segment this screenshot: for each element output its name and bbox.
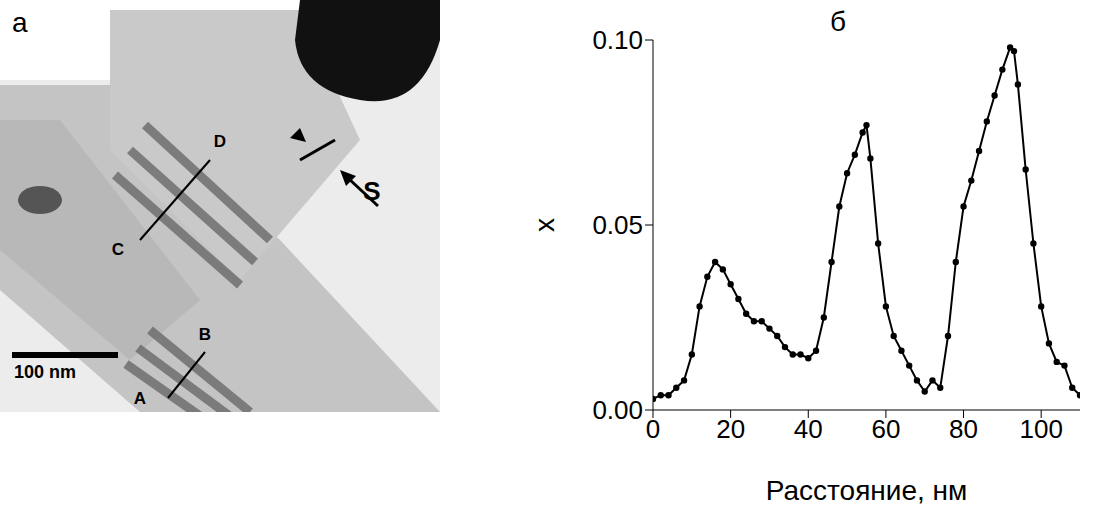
svg-text:x: x [530, 218, 560, 232]
svg-text:0.00: 0.00 [592, 395, 643, 425]
svg-text:0: 0 [646, 414, 660, 444]
svg-text:A: A [134, 389, 146, 408]
svg-text:Расстояние, нм: Расстояние, нм [766, 475, 968, 506]
svg-text:0.10: 0.10 [592, 25, 643, 55]
svg-text:D: D [214, 132, 226, 151]
svg-text:B: B [199, 325, 211, 344]
svg-text:S: S [363, 176, 380, 206]
svg-text:C: C [112, 240, 124, 259]
svg-text:20: 20 [716, 414, 745, 444]
svg-text:а: а [12, 7, 28, 38]
svg-text:100 nm: 100 nm [14, 362, 76, 382]
svg-text:80: 80 [949, 414, 978, 444]
svg-text:40: 40 [794, 414, 823, 444]
svg-text:60: 60 [871, 414, 900, 444]
html-text:б: б [830, 6, 846, 37]
svg-text:100: 100 [1019, 414, 1062, 444]
svg-text:0.05: 0.05 [592, 210, 643, 240]
